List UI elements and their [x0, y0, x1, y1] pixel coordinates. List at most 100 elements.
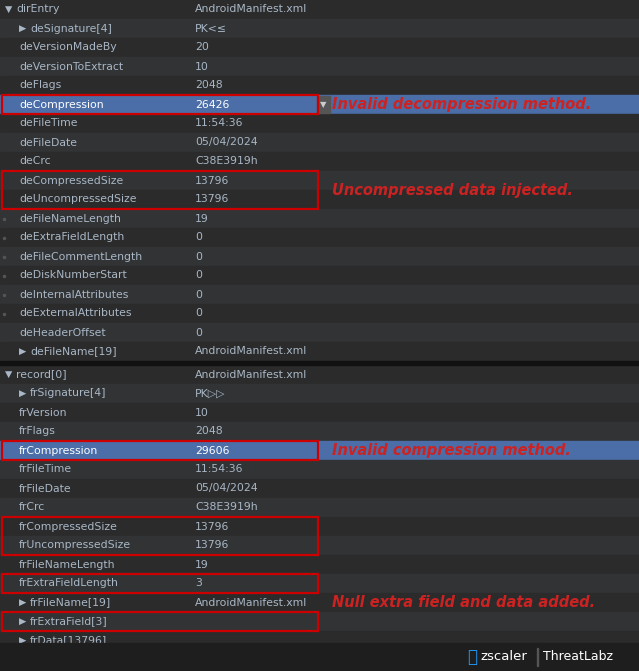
- Text: ▶: ▶: [19, 636, 26, 645]
- Text: ▼: ▼: [5, 5, 12, 14]
- Bar: [2, 612, 318, 631]
- Text: deFileNameLength: deFileNameLength: [19, 213, 121, 223]
- Bar: [0, 441, 639, 460]
- Text: 29606: 29606: [195, 446, 229, 456]
- Text: ▶: ▶: [19, 24, 26, 33]
- Text: AndroidManifest.xml: AndroidManifest.xml: [195, 597, 307, 607]
- Bar: [537, 648, 538, 666]
- Text: 13796: 13796: [195, 176, 229, 185]
- Text: 3: 3: [195, 578, 202, 588]
- Text: Invalid decompression method.: Invalid decompression method.: [332, 97, 591, 112]
- Text: frVersion: frVersion: [19, 407, 68, 417]
- Text: ⓩ: ⓩ: [467, 648, 477, 666]
- Text: 20: 20: [195, 42, 209, 52]
- Bar: [0, 133, 639, 152]
- Text: PK▷▷: PK▷▷: [195, 389, 226, 399]
- Text: frFileTime: frFileTime: [19, 464, 72, 474]
- Bar: [0, 285, 639, 304]
- Text: deFlags: deFlags: [19, 81, 61, 91]
- Text: ▶: ▶: [19, 347, 26, 356]
- Text: frFileName[19]: frFileName[19]: [30, 597, 111, 607]
- Text: 13796: 13796: [195, 195, 229, 205]
- Bar: [0, 612, 639, 631]
- Bar: [0, 19, 639, 38]
- Text: Uncompressed data injected.: Uncompressed data injected.: [332, 183, 573, 197]
- Bar: [0, 422, 639, 441]
- Text: ▼: ▼: [320, 100, 327, 109]
- Text: frSignature[4]: frSignature[4]: [30, 389, 107, 399]
- Text: 13796: 13796: [195, 521, 229, 531]
- Bar: [0, 403, 639, 422]
- Text: AndroidManifest.xml: AndroidManifest.xml: [195, 346, 307, 356]
- Text: 05/04/2024: 05/04/2024: [195, 138, 258, 148]
- Bar: [0, 304, 639, 323]
- Text: deInternalAttributes: deInternalAttributes: [19, 289, 128, 299]
- Text: zscaler: zscaler: [480, 650, 527, 664]
- Bar: [0, 384, 639, 403]
- Bar: [0, 0, 639, 19]
- Text: deExternalAttributes: deExternalAttributes: [19, 309, 132, 319]
- Text: 11:54:36: 11:54:36: [195, 464, 243, 474]
- Text: Null extra field and data added.: Null extra field and data added.: [332, 595, 595, 610]
- Text: 2048: 2048: [195, 81, 222, 91]
- Text: 0: 0: [195, 309, 202, 319]
- Text: deCompression: deCompression: [19, 99, 104, 109]
- Text: AndroidManifest.xml: AndroidManifest.xml: [195, 5, 307, 15]
- Text: PK<≤: PK<≤: [195, 23, 227, 34]
- Bar: [2, 574, 318, 593]
- Text: frExtraField[3]: frExtraField[3]: [30, 617, 108, 627]
- Bar: [2, 441, 318, 460]
- Text: record[0]: record[0]: [16, 370, 66, 380]
- Text: frCompressedSize: frCompressedSize: [19, 521, 118, 531]
- Bar: [0, 555, 639, 574]
- Text: deFileDate: deFileDate: [19, 138, 77, 148]
- Text: 0: 0: [195, 232, 202, 242]
- Text: 05/04/2024: 05/04/2024: [195, 484, 258, 493]
- Bar: [0, 342, 639, 361]
- Text: 10: 10: [195, 62, 209, 72]
- Bar: [0, 95, 639, 114]
- Bar: [0, 498, 639, 517]
- Text: frUncompressedSize: frUncompressedSize: [19, 541, 131, 550]
- Bar: [0, 323, 639, 342]
- Text: deVersionToExtract: deVersionToExtract: [19, 62, 123, 72]
- Text: deDiskNumberStart: deDiskNumberStart: [19, 270, 127, 280]
- Text: 13796: 13796: [195, 541, 229, 550]
- Bar: [0, 593, 639, 612]
- Text: deCrc: deCrc: [19, 156, 50, 166]
- Text: deHeaderOffset: deHeaderOffset: [19, 327, 105, 338]
- Bar: [0, 57, 639, 76]
- Text: frFlags: frFlags: [19, 427, 56, 437]
- Text: 19: 19: [195, 213, 209, 223]
- Text: deFileName[19]: deFileName[19]: [30, 346, 117, 356]
- Bar: [0, 574, 639, 593]
- Bar: [0, 460, 639, 479]
- Bar: [317, 96, 330, 113]
- Text: 10: 10: [195, 407, 209, 417]
- Text: dirEntry: dirEntry: [16, 5, 59, 15]
- Text: deUncompressedSize: deUncompressedSize: [19, 195, 137, 205]
- Text: deExtraFieldLength: deExtraFieldLength: [19, 232, 124, 242]
- Text: 0: 0: [195, 289, 202, 299]
- Text: ▶: ▶: [19, 617, 26, 626]
- Bar: [0, 152, 639, 171]
- Bar: [0, 479, 639, 498]
- Text: frFileDate: frFileDate: [19, 484, 72, 493]
- Text: ThreatLabz: ThreatLabz: [543, 650, 613, 664]
- Bar: [0, 114, 639, 133]
- Text: frData[13796]: frData[13796]: [30, 635, 107, 646]
- Text: C38E3919h: C38E3919h: [195, 503, 258, 513]
- Text: frFileNameLength: frFileNameLength: [19, 560, 116, 570]
- Text: 2048: 2048: [195, 427, 222, 437]
- Bar: [2, 171, 318, 209]
- Text: 26426: 26426: [195, 99, 229, 109]
- Bar: [0, 536, 639, 555]
- Text: AndroidManifest.xml: AndroidManifest.xml: [195, 370, 307, 380]
- Text: deVersionMadeBy: deVersionMadeBy: [19, 42, 117, 52]
- Bar: [0, 517, 639, 536]
- Text: deFileCommentLength: deFileCommentLength: [19, 252, 142, 262]
- Bar: [0, 361, 639, 365]
- Bar: [0, 631, 639, 650]
- Text: deFileTime: deFileTime: [19, 119, 77, 129]
- Bar: [0, 76, 639, 95]
